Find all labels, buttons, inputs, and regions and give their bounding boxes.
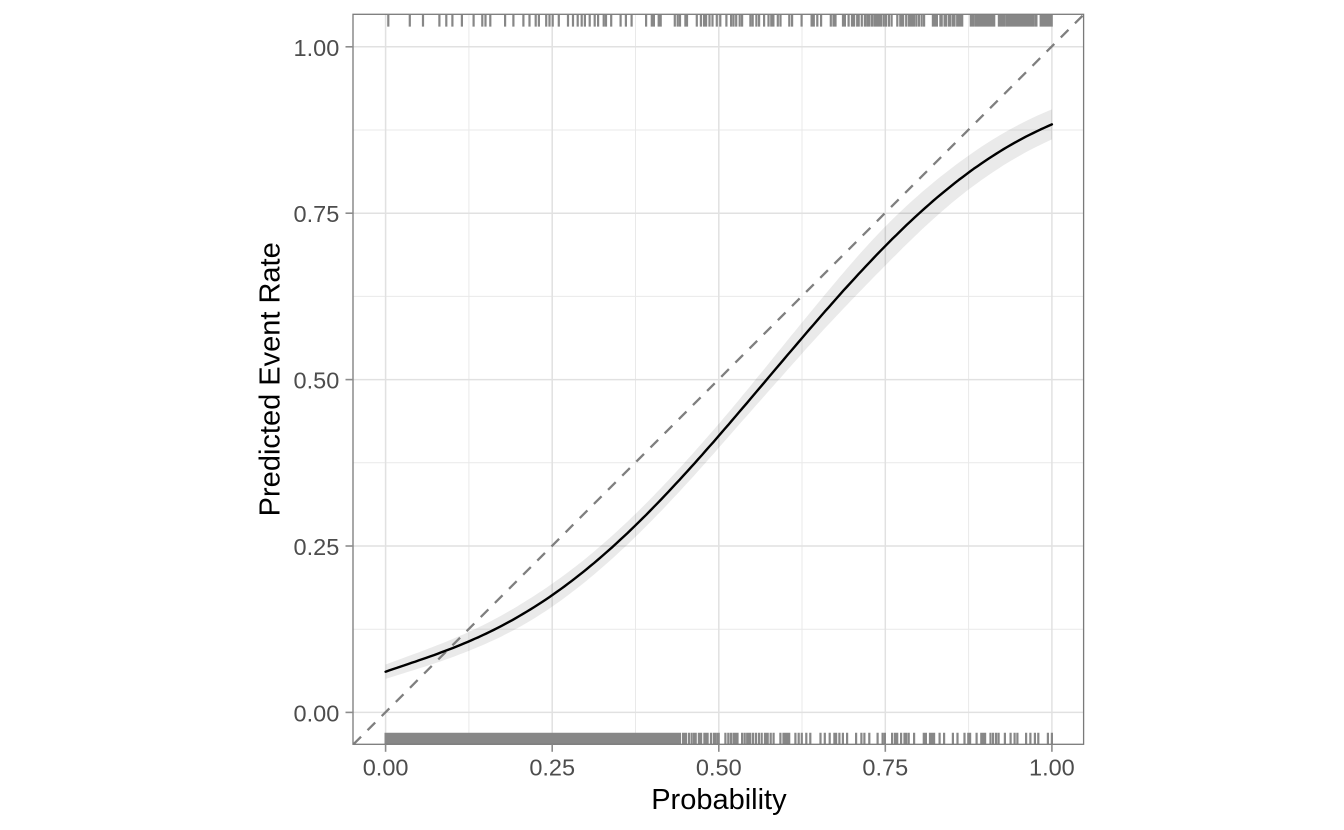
svg-text:Probability: Probability <box>651 784 787 816</box>
svg-text:0.50: 0.50 <box>294 368 340 394</box>
svg-text:0.75: 0.75 <box>294 201 340 227</box>
svg-text:0.25: 0.25 <box>294 534 340 560</box>
svg-text:1.00: 1.00 <box>294 35 340 61</box>
svg-text:0.25: 0.25 <box>529 755 575 781</box>
svg-text:Predicted Event Rate: Predicted Event Rate <box>255 242 287 516</box>
svg-text:0.50: 0.50 <box>696 755 742 781</box>
svg-text:0.00: 0.00 <box>294 700 340 726</box>
svg-text:0.75: 0.75 <box>862 755 908 781</box>
svg-text:1.00: 1.00 <box>1029 755 1075 781</box>
svg-text:0.00: 0.00 <box>363 755 409 781</box>
